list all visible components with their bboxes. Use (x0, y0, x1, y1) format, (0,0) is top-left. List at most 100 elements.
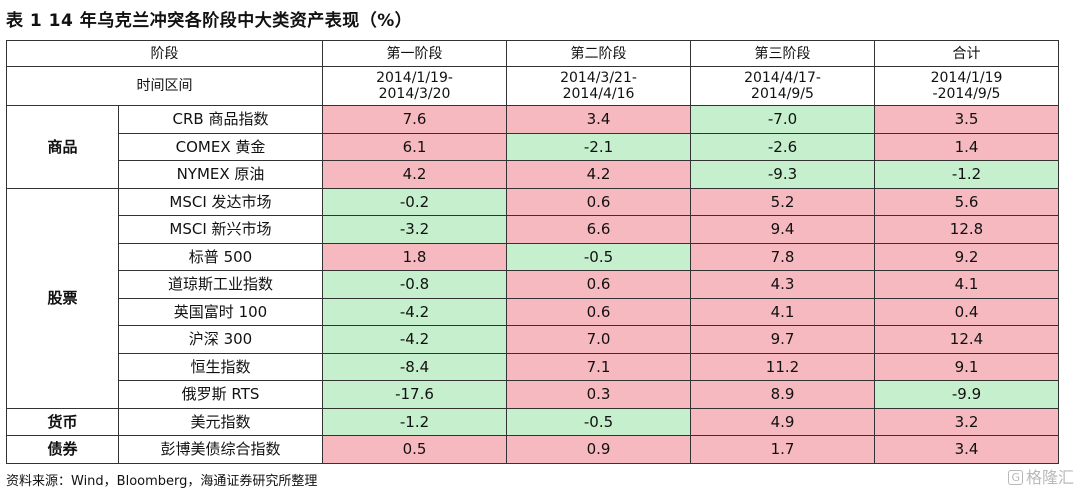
asset-name: 恒生指数 (118, 352, 323, 381)
value-cell: 12.4 (874, 325, 1059, 354)
value-cell: 4.1 (874, 270, 1059, 299)
group-label: 商品 (6, 105, 119, 189)
group-label: 债券 (6, 435, 119, 464)
value-cell: 9.4 (690, 215, 875, 244)
watermark-text: 格隆汇 (1025, 468, 1074, 487)
asset-performance-table: 阶段 第一阶段 第二阶段 第三阶段 合计 时间区间 2014/1/19- 2014… (6, 40, 1059, 464)
value-cell: 1.7 (690, 435, 875, 464)
asset-name: MSCI 新兴市场 (118, 215, 323, 244)
value-cell: -8.4 (322, 352, 507, 381)
watermark-logo-icon: G (1008, 470, 1023, 485)
value-cell: 3.4 (874, 435, 1059, 464)
asset-name: COMEX 黄金 (118, 132, 323, 161)
table-row: 商品 CRB 商品指数 7.6 3.4 -7.0 3.5 (6, 105, 1059, 189)
value-cell: -2.6 (690, 132, 875, 161)
table-row: 俄罗斯 RTS -17.6 0.3 8.9 -9.9 (7, 380, 1059, 409)
stage-3-period: 2014/4/17- 2014/9/5 (690, 66, 875, 106)
value-cell: 4.2 (322, 160, 507, 189)
stage-3-header: 第三阶段 (690, 40, 875, 67)
value-cell: 5.6 (874, 187, 1059, 216)
value-cell: 1.4 (874, 132, 1059, 161)
group-label: 股票 (6, 187, 119, 409)
period-header-row: 时间区间 2014/1/19- 2014/3/20 2014/3/21- 2014/… (6, 66, 1059, 106)
value-cell: 12.8 (874, 215, 1059, 244)
value-cell: 0.5 (322, 435, 507, 464)
value-cell: 11.2 (690, 352, 875, 381)
value-cell: -3.2 (322, 215, 507, 244)
value-cell: 7.6 (322, 105, 507, 134)
value-cell: -1.2 (322, 407, 507, 436)
table-row: 货币 美元指数 -1.2 -0.5 4.9 3.2 (6, 407, 1059, 436)
value-cell: -17.6 (322, 380, 507, 409)
table-row: 股票 MSCI 发达市场 -0.2 0.6 5.2 5.6 (6, 187, 1059, 409)
total-period: 2014/1/19 -2014/9/5 (874, 66, 1059, 106)
table-row: 沪深 300 -4.2 7.0 9.7 12.4 (7, 325, 1059, 354)
table-row: MSCI 新兴市场 -3.2 6.6 9.4 12.8 (7, 215, 1059, 244)
value-cell: 9.2 (874, 242, 1059, 271)
stage-1-period: 2014/1/19- 2014/3/20 (322, 66, 507, 106)
asset-name: 沪深 300 (118, 325, 323, 354)
value-cell: 0.9 (506, 435, 691, 464)
value-cell: -9.3 (690, 160, 875, 189)
table-title: 表 1 14 年乌克兰冲突各阶段中大类资产表现（%） (6, 11, 413, 31)
value-cell: 9.7 (690, 325, 875, 354)
stage-2-header: 第二阶段 (506, 40, 691, 67)
value-cell: -0.2 (322, 187, 507, 216)
asset-name: 标普 500 (118, 242, 323, 271)
stage-header-row: 阶段 第一阶段 第二阶段 第三阶段 合计 (6, 40, 1059, 67)
stage-1-header: 第一阶段 (322, 40, 507, 67)
value-cell: 4.3 (690, 270, 875, 299)
value-cell: -4.2 (322, 297, 507, 326)
value-cell: -9.9 (874, 380, 1059, 409)
value-cell: 7.8 (690, 242, 875, 271)
value-cell: 3.2 (874, 407, 1059, 436)
asset-name: 美元指数 (118, 407, 323, 436)
value-cell: 7.1 (506, 352, 691, 381)
value-cell: 1.8 (322, 242, 507, 271)
value-cell: 4.9 (690, 407, 875, 436)
total-header: 合计 (874, 40, 1059, 67)
table-row: 道琼斯工业指数 -0.8 0.6 4.3 4.1 (7, 270, 1059, 299)
stage-label: 阶段 (6, 40, 323, 67)
value-cell: 4.1 (690, 297, 875, 326)
table-row: 恒生指数 -8.4 7.1 11.2 9.1 (7, 352, 1059, 381)
value-cell: 6.1 (322, 132, 507, 161)
value-cell: 6.6 (506, 215, 691, 244)
value-cell: 0.4 (874, 297, 1059, 326)
value-cell: 5.2 (690, 187, 875, 216)
asset-name: 英国富时 100 (118, 297, 323, 326)
value-cell: 8.9 (690, 380, 875, 409)
stage-2-period: 2014/3/21- 2014/4/16 (506, 66, 691, 106)
table-row: NYMEX 原油 4.2 4.2 -9.3 -1.2 (7, 160, 1059, 189)
asset-name: NYMEX 原油 (118, 160, 323, 189)
table-row: 英国富时 100 -4.2 0.6 4.1 0.4 (7, 297, 1059, 326)
value-cell: -4.2 (322, 325, 507, 354)
value-cell: -0.8 (322, 270, 507, 299)
value-cell: -1.2 (874, 160, 1059, 189)
table-row: COMEX 黄金 6.1 -2.1 -2.6 1.4 (7, 132, 1059, 161)
value-cell: 3.5 (874, 105, 1059, 134)
asset-name: 道琼斯工业指数 (118, 270, 323, 299)
asset-name: 俄罗斯 RTS (118, 380, 323, 409)
time-label: 时间区间 (6, 66, 323, 106)
value-cell: 3.4 (506, 105, 691, 134)
value-cell: -2.1 (506, 132, 691, 161)
value-cell: -7.0 (690, 105, 875, 134)
asset-name: MSCI 发达市场 (118, 187, 323, 216)
value-cell: -0.5 (506, 242, 691, 271)
table-row: 债券 彭博美债综合指数 0.5 0.9 1.7 3.4 (6, 435, 1059, 464)
value-cell: 4.2 (506, 160, 691, 189)
value-cell: 0.6 (506, 187, 691, 216)
value-cell: 9.1 (874, 352, 1059, 381)
watermark: G 格隆汇 (1008, 464, 1074, 488)
value-cell: 0.6 (506, 270, 691, 299)
value-cell: 0.6 (506, 297, 691, 326)
value-cell: 7.0 (506, 325, 691, 354)
asset-name: CRB 商品指数 (118, 105, 323, 134)
value-cell: -0.5 (506, 407, 691, 436)
value-cell: 0.3 (506, 380, 691, 409)
source-note: 资料来源：Wind，Bloomberg，海通证券研究所整理 (6, 474, 318, 489)
table-row: 标普 500 1.8 -0.5 7.8 9.2 (7, 242, 1059, 271)
asset-name: 彭博美债综合指数 (118, 435, 323, 464)
group-label: 货币 (6, 407, 119, 436)
